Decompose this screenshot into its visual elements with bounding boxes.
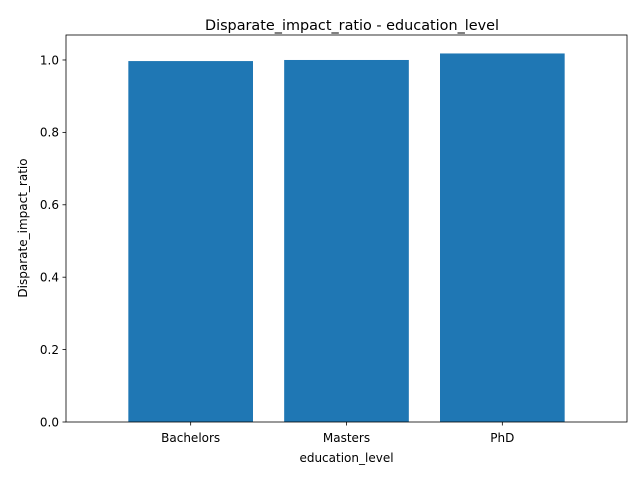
bar-bachelors: [128, 61, 253, 422]
bar-phd: [440, 53, 565, 423]
x-tick-label: PhD: [490, 431, 514, 445]
bar-masters: [284, 59, 409, 422]
y-tick-label: 0.8: [40, 126, 59, 140]
y-tick-label: 1.0: [40, 53, 59, 67]
y-axis-label: Disparate_impact_ratio: [16, 158, 30, 297]
x-tick-label: Masters: [323, 431, 370, 445]
y-axis: 0.0 0.2 0.4 0.6 0.8 1.0: [40, 53, 66, 429]
y-tick-label: 0.4: [40, 270, 59, 284]
plot-frame: [65, 34, 628, 423]
chart-title: Disparate_impact_ratio - education_level: [205, 18, 499, 34]
bars-group: [128, 53, 565, 423]
y-tick-label: 0.6: [40, 198, 59, 212]
x-axis-label: education_level: [299, 451, 393, 465]
x-axis: Bachelors Masters PhD: [161, 422, 514, 445]
y-tick-label: 0.2: [40, 343, 59, 357]
x-tick-label: Bachelors: [161, 431, 220, 445]
y-tick-label: 0.0: [40, 415, 59, 429]
